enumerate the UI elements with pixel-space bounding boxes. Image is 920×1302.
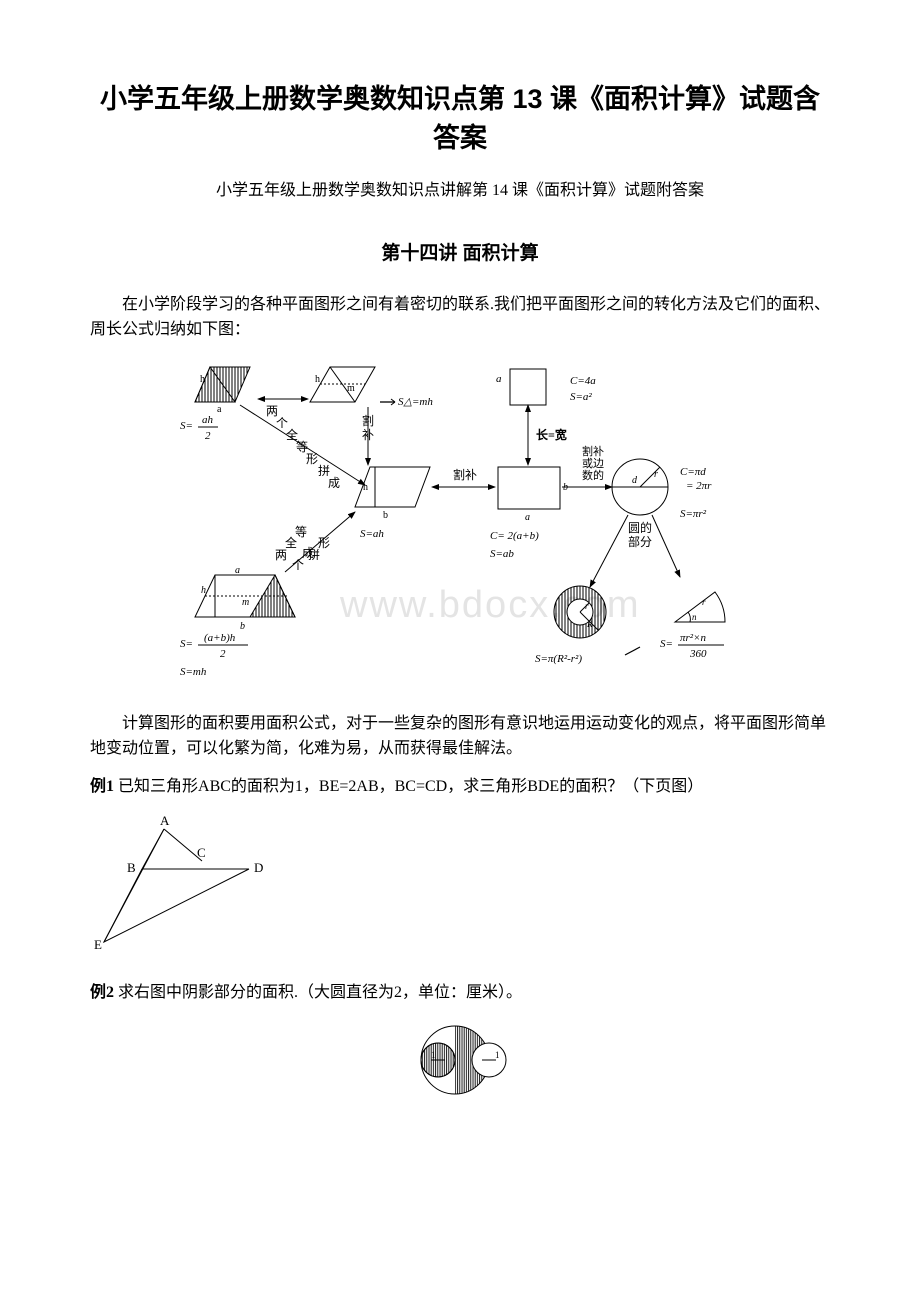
label-chang-kuan: 长=宽 <box>536 427 567 442</box>
svg-text:n: n <box>692 612 697 622</box>
sector-shape: n r <box>675 592 725 622</box>
example-2-figure: 1 1 <box>90 1020 830 1105</box>
svg-text:个: 个 <box>292 558 304 572</box>
label-liang-ge: 两 个 全 等 形 拼 成 <box>266 404 340 490</box>
label-yuan: 圆的 部分 <box>628 520 652 549</box>
svg-text:r: r <box>702 597 706 607</box>
ex2-body: 求右图中阴影部分的面积.（大圆直径为2，单位：厘米）。 <box>114 984 522 1001</box>
circle-shape: d r <box>612 459 668 515</box>
example-1-figure: A B C D E <box>94 814 830 959</box>
subtitle-text: 小学五年级上册数学奥数知识点讲解第 14 课《面积计算》试题附答案 <box>90 176 830 200</box>
svg-text:2: 2 <box>220 648 226 660</box>
svg-text:= 2πr: = 2πr <box>686 480 712 492</box>
ring-shape: r R <box>554 586 606 638</box>
ex2-label: 例2 <box>90 984 114 1001</box>
formula-diagram: www.bdocx.com h a S= ah 2 h m S△=mh a C=… <box>90 357 830 692</box>
svg-text:360: 360 <box>689 648 707 660</box>
svg-text:部分: 部分 <box>628 534 652 549</box>
svg-text:R: R <box>586 619 593 629</box>
svg-text:S=: S= <box>180 638 193 650</box>
svg-text:或边: 或边 <box>582 457 604 470</box>
svg-text:S=ab: S=ab <box>490 548 514 560</box>
label-gebu-huo: 割补 或边 数的 <box>582 444 604 482</box>
svg-text:h: h <box>363 482 368 493</box>
svg-text:m: m <box>242 597 249 608</box>
svg-text:S=: S= <box>180 420 193 432</box>
svg-text:割补: 割补 <box>582 444 604 458</box>
svg-text:S=mh: S=mh <box>180 666 207 678</box>
trap-formulas: S= (a+b)h 2 S=mh <box>180 632 248 678</box>
svg-text:形: 形 <box>318 536 330 550</box>
ex1-body: 已知三角形ABC的面积为1，BE=2AB，BC=CD，求三角形BDE的面积？（下… <box>114 778 703 795</box>
svg-text:成: 成 <box>328 476 340 490</box>
svg-text:ah: ah <box>202 414 214 426</box>
svg-text:C=πd: C=πd <box>680 466 706 478</box>
svg-text:等: 等 <box>295 525 307 539</box>
svg-text:h: h <box>201 585 206 596</box>
svg-text:S=: S= <box>660 638 673 650</box>
triangle-shape: h a <box>195 367 250 415</box>
ex1-label: 例1 <box>90 778 114 795</box>
triangle-mh-formula: S△=mh <box>398 396 433 408</box>
label-liang-2: 两 全 等 拼 形 个 成 <box>275 525 330 572</box>
intro-paragraph: 在小学阶段学习的各种平面图形之间有着密切的联系.我们把平面图形之间的转化方法及它… <box>90 293 830 343</box>
svg-text:m: m <box>347 383 355 394</box>
square-shape: a <box>496 369 546 405</box>
svg-text:a: a <box>525 512 530 523</box>
sector-formula: S= πr²×n 360 <box>660 632 724 660</box>
svg-text:d: d <box>632 475 638 486</box>
square-formulas: C=4a S=a² <box>570 375 596 403</box>
after-diagram-text: 计算图形的面积要用面积公式，对于一些复杂的图形有意识地运用运动变化的观点，将平面… <box>90 712 830 762</box>
svg-text:B: B <box>127 860 136 875</box>
ring-formula: S=π(R²-r²) <box>535 653 582 665</box>
svg-text:r: r <box>654 469 658 480</box>
svg-text:圆的: 圆的 <box>628 520 652 535</box>
svg-text:a: a <box>235 565 240 576</box>
svg-text:h: h <box>200 374 205 385</box>
svg-text:S=πr²: S=πr² <box>680 508 707 520</box>
svg-text:C= 2(a+b): C= 2(a+b) <box>490 530 539 542</box>
svg-text:a: a <box>496 373 502 385</box>
svg-text:a: a <box>217 404 222 415</box>
label-gebu-2: 割补 <box>453 467 477 482</box>
svg-text:πr²×n: πr²×n <box>680 632 707 644</box>
svg-text:S=a²: S=a² <box>570 391 592 403</box>
svg-text:D: D <box>254 860 263 875</box>
page-title: 小学五年级上册数学奥数知识点第 13 课《面积计算》试题含答案 <box>90 80 830 158</box>
svg-text:A: A <box>160 814 170 828</box>
svg-text:两: 两 <box>275 548 287 562</box>
svg-text:1: 1 <box>495 1050 500 1060</box>
trapezoid-shape: a h m b <box>195 565 295 632</box>
triangle-mh: h m <box>310 367 375 402</box>
svg-text:2: 2 <box>205 430 211 442</box>
parallelogram-shape: h b <box>355 467 430 521</box>
svg-text:C: C <box>197 845 206 860</box>
triangle-formula: S= ah 2 <box>180 414 218 442</box>
svg-text:(a+b)h: (a+b)h <box>204 632 236 644</box>
svg-text:形: 形 <box>306 452 318 466</box>
svg-text:C=4a: C=4a <box>570 375 596 387</box>
section-heading: 第十四讲 面积计算 <box>90 238 830 265</box>
rect-formulas: C= 2(a+b) S=ab <box>490 530 539 560</box>
rectangle-shape: b a <box>498 467 568 523</box>
svg-text:1: 1 <box>431 1050 436 1060</box>
example-1: 例1 已知三角形ABC的面积为1，BE=2AB，BC=CD，求三角形BDE的面积… <box>90 775 830 800</box>
example-2: 例2 求右图中阴影部分的面积.（大圆直径为2，单位：厘米）。 <box>90 981 830 1006</box>
svg-text:E: E <box>94 937 102 952</box>
svg-text:r: r <box>585 601 589 611</box>
svg-text:h: h <box>315 374 320 385</box>
para-formula: S=ah <box>360 528 384 540</box>
svg-text:b: b <box>383 510 388 521</box>
svg-text:b: b <box>240 621 245 632</box>
svg-text:成: 成 <box>302 546 314 560</box>
svg-text:数的: 数的 <box>582 468 604 482</box>
circle-formulas: C=πd = 2πr S=πr² <box>680 466 712 520</box>
